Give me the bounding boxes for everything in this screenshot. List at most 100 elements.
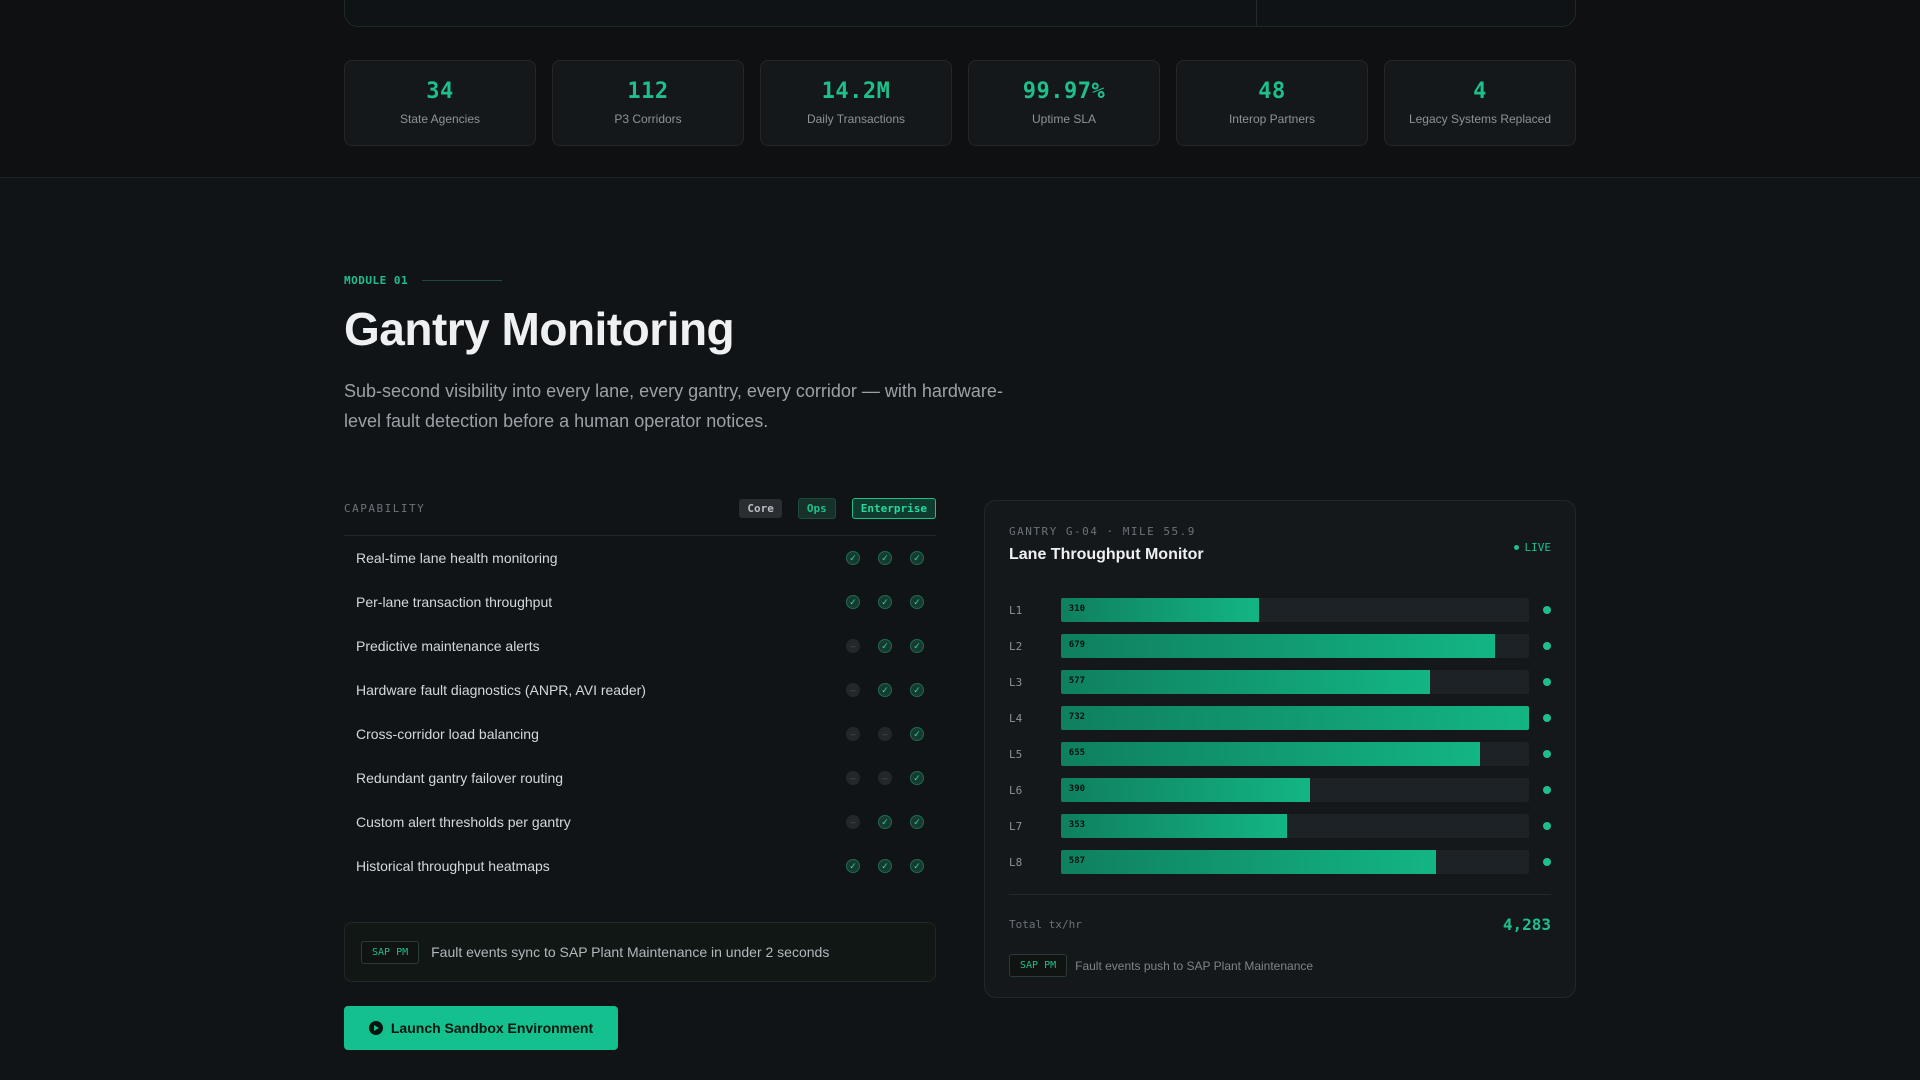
monitor-footer: Total tx/hr 4,283	[1009, 894, 1551, 934]
capability-label: Real-time lane health monitoring	[356, 550, 558, 566]
lane-label: L2	[1009, 639, 1023, 653]
capability-table: CAPABILITY Core Ops Enterprise Real-time…	[344, 496, 936, 888]
check-icon: ✓	[910, 683, 924, 697]
tier-enterprise-badge[interactable]: Enterprise	[851, 498, 936, 519]
stat-card: 99.97% Uptime SLA	[968, 60, 1160, 146]
check-icon: ✓	[910, 727, 924, 741]
lane-bar: 390	[1060, 778, 1311, 802]
lane-row: L8 587	[1009, 844, 1551, 880]
tier-ops-badge[interactable]: Ops	[797, 498, 836, 519]
check-icon: ✓	[910, 551, 924, 565]
stat-label: Uptime SLA	[1031, 112, 1097, 126]
stat-value: 34	[426, 79, 454, 104]
dash-icon: –	[878, 771, 892, 785]
lane-row: L1 310	[1009, 592, 1551, 628]
lane-bar: 353	[1060, 814, 1287, 838]
capability-rows: Real-time lane health monitoring ✓ ✓ ✓ Per-l…	[344, 536, 936, 888]
stat-value: 99.97%	[1022, 79, 1106, 104]
check-icon: ✓	[878, 683, 892, 697]
tier-marks: – ✓ ✓	[846, 815, 936, 829]
stat-value: 4	[1473, 79, 1487, 104]
lane-track: 587	[1060, 850, 1530, 874]
check-icon: ✓	[910, 595, 924, 609]
stat-card: 34 State Agencies	[344, 60, 536, 146]
capability-label: Predictive maintenance alerts	[356, 638, 540, 654]
status-dot-icon	[1543, 714, 1551, 722]
capability-label: Cross-corridor load balancing	[356, 726, 539, 742]
monitor-sap-note: SAP PM Fault events push to SAP Plant Ma…	[1009, 954, 1551, 977]
lane-bar: 655	[1060, 742, 1480, 766]
tier-marks: – – ✓	[846, 771, 936, 785]
capability-row: Cross-corridor load balancing – – ✓	[344, 712, 936, 756]
stat-label: Legacy Systems Replaced	[1408, 112, 1552, 126]
lane-track: 353	[1060, 814, 1530, 838]
tier-core-badge[interactable]: Core	[739, 499, 782, 518]
lane-label: L3	[1009, 675, 1023, 689]
lane-row: L3 577	[1009, 664, 1551, 700]
check-icon: ✓	[846, 859, 860, 873]
page-title: Gantry Monitoring	[344, 303, 735, 355]
check-icon: ✓	[878, 639, 892, 653]
status-dot-icon	[1543, 822, 1551, 830]
stat-card: 14.2M Daily Transactions	[760, 60, 952, 146]
status-dot-icon	[1543, 678, 1551, 686]
capability-label: Per-lane transaction throughput	[356, 594, 553, 610]
lane-value: 732	[1068, 712, 1086, 722]
check-icon: ✓	[910, 771, 924, 785]
stat-card: 112 P3 Corridors	[552, 60, 744, 146]
stat-label: P3 Corridors	[614, 112, 682, 126]
lane-value: 353	[1068, 820, 1086, 830]
lane-track: 679	[1060, 634, 1530, 658]
lane-track: 732	[1060, 706, 1530, 730]
status-dot-icon	[1543, 606, 1551, 614]
lane-row: L4 732	[1009, 700, 1551, 736]
lane-value: 390	[1068, 784, 1086, 794]
monitor-title: Lane Throughput Monitor	[1009, 546, 1204, 563]
tier-marks: ✓ ✓ ✓	[846, 595, 936, 609]
live-label: LIVE	[1524, 541, 1552, 554]
play-icon	[368, 1021, 383, 1035]
check-icon: ✓	[878, 815, 892, 829]
sap-badge: SAP PM	[361, 940, 420, 964]
lane-track: 655	[1060, 742, 1530, 766]
lane-label: L5	[1009, 747, 1023, 761]
dash-icon: –	[846, 771, 860, 785]
stat-value: 48	[1258, 79, 1286, 104]
module-tag-row: MODULE 01	[344, 274, 503, 287]
lane-label: L7	[1009, 819, 1023, 833]
check-icon: ✓	[878, 859, 892, 873]
check-icon: ✓	[910, 639, 924, 653]
lane-row: L5 655	[1009, 736, 1551, 772]
capability-row: Hardware fault diagnostics (ANPR, AVI re…	[344, 668, 936, 712]
tier-marks: ✓ ✓ ✓	[846, 859, 936, 873]
dash-icon: –	[878, 727, 892, 741]
lane-throughput-monitor: GANTRY G-04 · MILE 55.9 Lane Throughput …	[984, 500, 1576, 998]
lane-bar: 679	[1060, 634, 1496, 658]
top-card	[344, 0, 1576, 27]
status-dot-icon	[1543, 858, 1551, 866]
status-dot-icon	[1543, 750, 1551, 758]
lane-value: 310	[1068, 604, 1086, 614]
stat-value: 112	[627, 79, 669, 104]
capability-label: Hardware fault diagnostics (ANPR, AVI re…	[356, 682, 646, 698]
lane-bars: L1 310 L2 679 L3 577 L4 732 L5 655 L6 390 L7 353 L8 587	[1009, 592, 1551, 880]
lane-label: L8	[1009, 855, 1023, 869]
lane-row: L7 353	[1009, 808, 1551, 844]
capability-row: Per-lane transaction throughput ✓ ✓ ✓	[344, 580, 936, 624]
stat-card: 4 Legacy Systems Replaced	[1384, 60, 1576, 146]
stat-label: State Agencies	[399, 112, 481, 126]
dash-icon: –	[846, 683, 860, 697]
stat-card: 48 Interop Partners	[1176, 60, 1368, 146]
lane-bar: 587	[1060, 850, 1437, 874]
sap-note-text: Fault events sync to SAP Plant Maintenan…	[431, 944, 830, 960]
tier-marks: – ✓ ✓	[846, 683, 936, 697]
launch-sandbox-button[interactable]: Launch Sandbox Environment	[344, 1006, 618, 1050]
dash-icon: –	[846, 639, 860, 653]
check-icon: ✓	[910, 815, 924, 829]
page-subtitle: Sub-second visibility into every lane, e…	[344, 381, 1003, 431]
divider	[1256, 0, 1257, 26]
top-band: 34 State Agencies 112 P3 Corridors 14.2M Da…	[0, 0, 1920, 178]
lane-track: 310	[1060, 598, 1530, 622]
lane-label: L4	[1009, 711, 1023, 725]
dash-icon: –	[846, 727, 860, 741]
